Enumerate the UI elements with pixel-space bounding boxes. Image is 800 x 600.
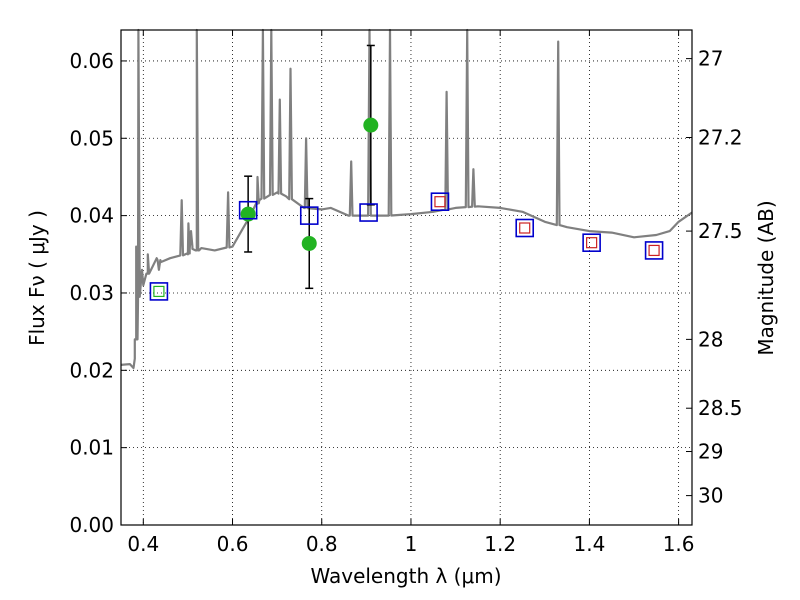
y-tick-label: 0.03 [69,281,114,305]
observed-flux-point [363,117,379,133]
x-tick-label: 0.4 [127,532,159,556]
model-band-flux-square [149,282,169,301]
x-tick-label: 0.8 [306,532,338,556]
model-spectrum [120,28,693,370]
y2-axis: 27 27.2 27.5 28 28.5 29 30 [686,47,743,508]
x-tick-label: 1 [405,532,418,556]
y2-tick-label: 27 [698,47,723,71]
x-axis: 0.4 0.6 0.8 1 1.2 1.4 1.6 [127,30,695,556]
y-tick-label: 0.06 [69,49,114,73]
grid-lines [121,30,692,526]
model-band-flux-square [430,192,450,212]
observed-band-square [519,222,531,234]
y2-tick-label: 28.5 [698,396,743,420]
y2-tick-label: 27.5 [698,219,743,243]
x-tick-label: 1.4 [573,532,605,556]
y2-axis-label: Magnitude (AB) [754,200,778,355]
y2-tick-label: 27.2 [698,126,743,150]
x-tick-label: 1.6 [663,532,695,556]
model-band-flux-square [515,218,535,238]
y-tick-label: 0.02 [69,358,114,382]
model-spectrum-line [120,28,693,370]
model-band-flux-square [582,233,601,252]
y-tick-label: 0.00 [69,513,114,537]
observed-flux-point [240,206,256,222]
observed-band-square [434,196,446,208]
y-tick-label: 0.04 [69,204,114,228]
observed-band-square [153,285,165,298]
model-band-flux-square [644,241,664,260]
observed-band-square [648,244,660,257]
model-band-flux-square [299,206,319,225]
y-axis: 0.00 0.01 0.02 0.03 0.04 0.05 0.06 [69,49,127,537]
y-tick-label: 0.01 [69,436,114,460]
x-axis-label: Wavelength λ (μm) [310,564,501,588]
y2-tick-label: 30 [698,484,723,508]
model-band-flux-square [238,200,258,220]
x-tick-label: 0.6 [217,532,249,556]
y2-tick-label: 28 [698,327,723,351]
x-tick-label: 1.2 [484,532,516,556]
y-tick-label: 0.05 [69,126,114,150]
observed-flux-point [301,235,317,251]
photometry-points [149,44,664,301]
y-axis-label: Flux Fν ( μJy ) [25,210,49,346]
model-band-flux-square [359,203,378,222]
observed-band-square [586,237,598,249]
plot-frame [120,29,693,526]
y2-tick-label: 29 [698,440,723,464]
